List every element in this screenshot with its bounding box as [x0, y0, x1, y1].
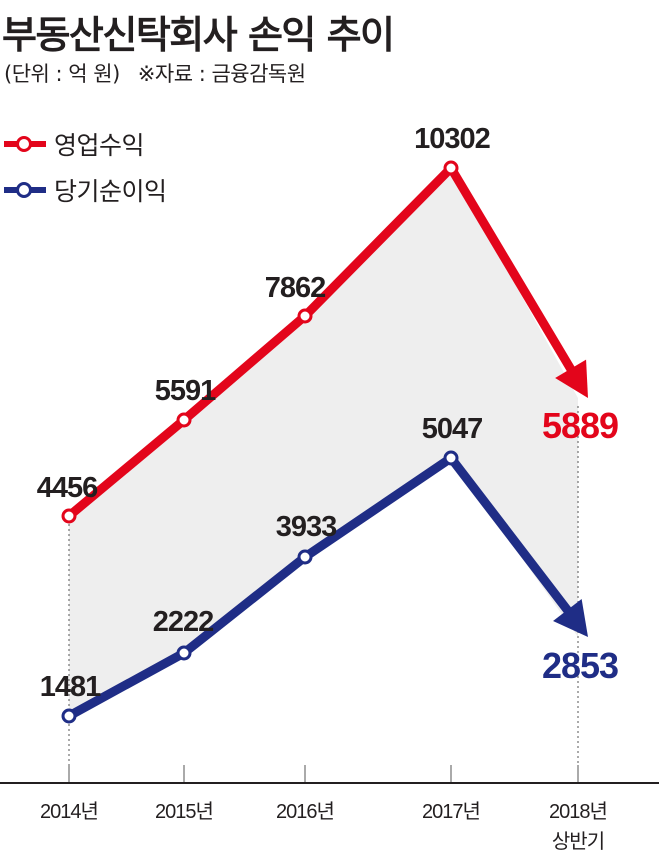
x-tick-label: 2014년 — [40, 800, 98, 823]
data-label-operating: 5591 — [155, 375, 216, 407]
legend-label-operating: 영업수익 — [54, 131, 145, 160]
legend-label-net: 당기순이익 — [54, 177, 167, 206]
data-label-net: 2222 — [153, 606, 214, 638]
data-label-operating-last: 5889 — [542, 405, 618, 446]
arrow-head-net — [553, 599, 588, 637]
data-label-operating: 7862 — [265, 272, 326, 304]
data-point-net — [176, 645, 192, 661]
legend-marker-net — [4, 182, 46, 198]
x-tick-label: 상반기 — [552, 830, 604, 853]
data-label-net: 3933 — [276, 511, 337, 543]
data-point-operating — [297, 308, 313, 324]
series-arrow-shaft-net — [447, 455, 573, 615]
x-tick-label: 2017년 — [422, 800, 480, 823]
data-point-operating — [61, 508, 77, 524]
source-note: ※자료 : 금융감독원 — [137, 62, 306, 86]
data-label-net: 5047 — [422, 413, 483, 445]
legend-item-operating-revenue: 영업수익 — [4, 126, 145, 162]
x-tick-label: 2016년 — [276, 800, 334, 823]
series-line-operating — [66, 164, 455, 520]
series-arrow-shaft-operating — [447, 165, 576, 373]
data-label-net-last: 2853 — [542, 645, 618, 686]
chart-subtitle: (단위 : 억 원) ※자료 : 금융감독원 — [4, 58, 306, 88]
data-label-net: 1481 — [40, 671, 101, 703]
data-point-net — [443, 450, 459, 466]
unit-note: (단위 : 억 원) — [4, 62, 120, 86]
data-label-operating: 10302 — [414, 123, 490, 155]
data-point-operating — [443, 160, 459, 176]
chart-title: 부동산신탁회사 손익 추이 — [2, 13, 395, 57]
legend-item-net-income: 당기순이익 — [4, 172, 167, 208]
data-label-operating: 4456 — [37, 472, 98, 504]
data-point-operating — [176, 412, 192, 428]
x-tick-label: 2015년 — [155, 800, 213, 823]
series-line-net — [66, 454, 454, 720]
data-point-net — [297, 549, 313, 565]
x-tick-label: 2018년 — [549, 800, 607, 823]
arrow-head-operating — [555, 359, 588, 398]
data-point-net — [61, 708, 77, 724]
area-between-series — [69, 168, 578, 716]
legend-marker-operating — [4, 136, 46, 152]
